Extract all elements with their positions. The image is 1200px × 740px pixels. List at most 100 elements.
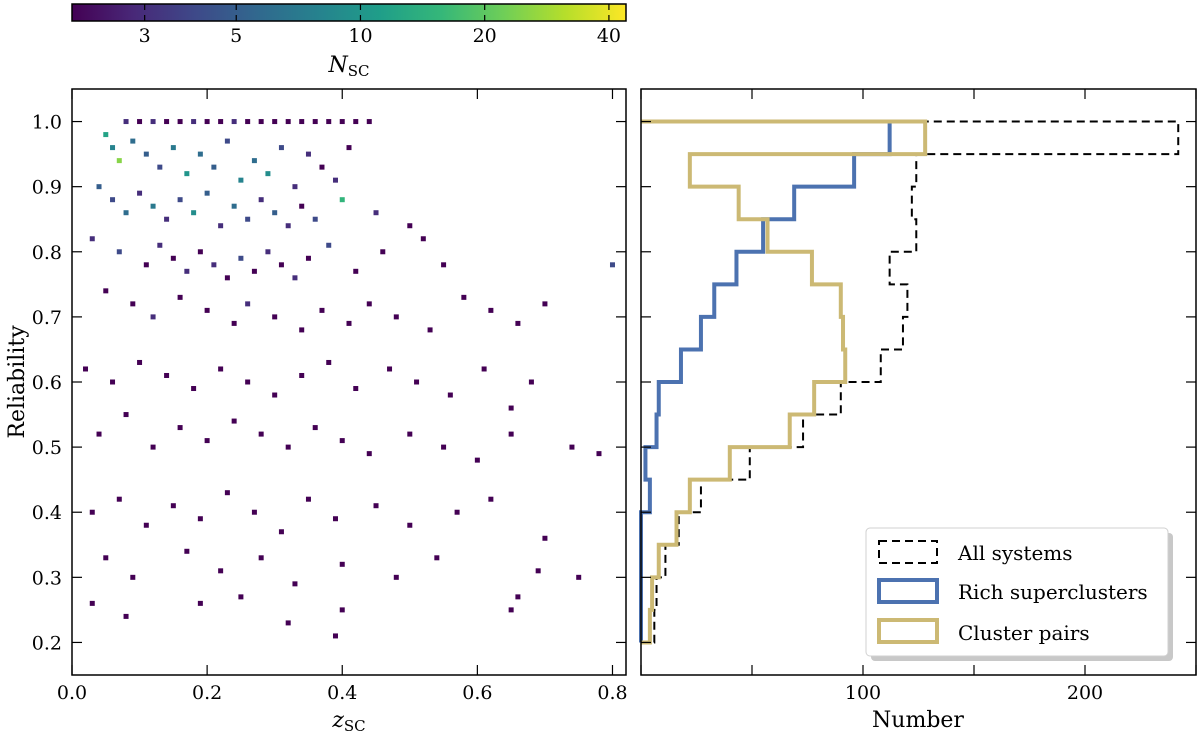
scatter-point — [110, 379, 116, 385]
scatter-point — [407, 522, 413, 528]
scatter-point — [285, 223, 291, 229]
scatter-point — [245, 379, 251, 385]
scatter-point — [258, 431, 264, 437]
scatter-point — [285, 119, 291, 125]
scatter-point — [137, 359, 143, 365]
scatter-point — [528, 379, 534, 385]
scatter-point — [116, 249, 122, 255]
scatter-point — [299, 327, 305, 333]
scatter-point — [224, 275, 230, 281]
scatter-point — [272, 392, 278, 398]
scatter-xtick-label: 0.8 — [597, 682, 627, 704]
scatter-point — [366, 301, 372, 307]
legend-label-all-systems: All systems — [957, 541, 1073, 565]
scatter-point — [224, 138, 230, 144]
scatter-point — [103, 132, 109, 138]
scatter-point — [197, 249, 203, 255]
scatter-point — [278, 529, 284, 535]
scatter-point — [292, 275, 298, 281]
histogram-panel: 100 200 Number All systems Rich superclus… — [639, 88, 1197, 733]
scatter-point — [339, 197, 345, 203]
scatter-point — [231, 320, 237, 326]
scatter-point — [326, 119, 332, 125]
scatter-point — [89, 600, 95, 606]
scatter-point — [184, 171, 190, 177]
scatter-point — [177, 294, 183, 300]
scatter-point — [339, 438, 345, 444]
scatter-point — [137, 190, 143, 196]
scatter-point — [272, 119, 278, 125]
scatter-point — [272, 314, 278, 320]
scatter-point — [238, 177, 244, 183]
scatter-point — [380, 249, 386, 255]
scatter-point — [332, 633, 338, 639]
scatter-point — [170, 145, 176, 151]
scatter-point — [177, 425, 183, 431]
scatter-point — [177, 119, 183, 125]
scatter-point — [353, 386, 359, 392]
scatter-point — [481, 366, 487, 372]
scatter-point — [312, 119, 318, 125]
scatter-panel: 0.0 0.2 0.4 0.6 0.8 0.2 0.3 0.4 0.5 0.6 0.7 0.8 0.9 1… — [5, 88, 628, 735]
scatter-point — [251, 509, 257, 515]
scatter-point — [116, 496, 122, 502]
scatter-ytick-label: 0.4 — [32, 502, 62, 524]
legend-box — [865, 527, 1169, 657]
scatter-point — [251, 158, 257, 164]
scatter-point — [407, 223, 413, 229]
scatter-point — [211, 164, 217, 170]
histogram-xtick-label: 200 — [1067, 682, 1103, 704]
scatter-point — [420, 236, 426, 242]
legend: All systems Rich superclusters Cluster p… — [865, 527, 1173, 661]
scatter-point — [305, 151, 311, 157]
scatter-point — [184, 548, 190, 554]
histogram-xlabel: Number — [872, 708, 964, 733]
legend-swatch-all-systems — [878, 540, 938, 564]
scatter-point — [576, 574, 582, 580]
scatter-xlabel: zSC — [331, 708, 365, 735]
scatter-point — [353, 268, 359, 274]
scatter-point — [319, 307, 325, 313]
scatter-point — [130, 138, 136, 144]
scatter-point — [305, 255, 311, 261]
scatter-point — [319, 164, 325, 170]
scatter-point — [197, 516, 203, 522]
scatter-point — [110, 197, 116, 203]
scatter-point — [164, 372, 170, 378]
scatter-point — [299, 372, 305, 378]
scatter-point — [569, 444, 575, 450]
scatter-point — [184, 268, 190, 274]
scatter-point — [508, 405, 514, 411]
scatter-point — [123, 210, 129, 216]
scatter-point — [143, 522, 149, 528]
scatter-point — [204, 119, 210, 125]
scatter-point — [542, 535, 548, 541]
scatter-point — [339, 119, 345, 125]
colorbar-tick-label: 5 — [230, 25, 242, 47]
scatter-point — [238, 255, 244, 261]
colorbar-gradient — [71, 3, 627, 22]
scatter-point — [258, 119, 264, 125]
scatter-point — [83, 366, 89, 372]
scatter-point — [414, 379, 420, 385]
scatter-ytick-label: 0.2 — [32, 632, 62, 654]
scatter-point — [231, 418, 237, 424]
scatter-point — [312, 216, 318, 222]
scatter-point — [103, 555, 109, 561]
scatter-point — [427, 327, 433, 333]
scatter-point — [231, 203, 237, 209]
scatter-ytick-label: 0.3 — [32, 567, 62, 589]
scatter-point — [265, 171, 271, 177]
scatter-ytick-label: 0.9 — [32, 177, 62, 199]
scatter-point — [197, 151, 203, 157]
scatter-point — [434, 555, 440, 561]
histogram-ticks: 100 200 — [640, 89, 1197, 704]
scatter-point — [218, 223, 224, 229]
scatter-xtick-label: 0.0 — [57, 682, 87, 704]
colorbar-tick-label: 40 — [597, 25, 621, 47]
scatter-point — [123, 412, 129, 418]
scatter-point — [157, 242, 163, 248]
scatter-point — [170, 503, 176, 509]
scatter-point — [251, 268, 257, 274]
